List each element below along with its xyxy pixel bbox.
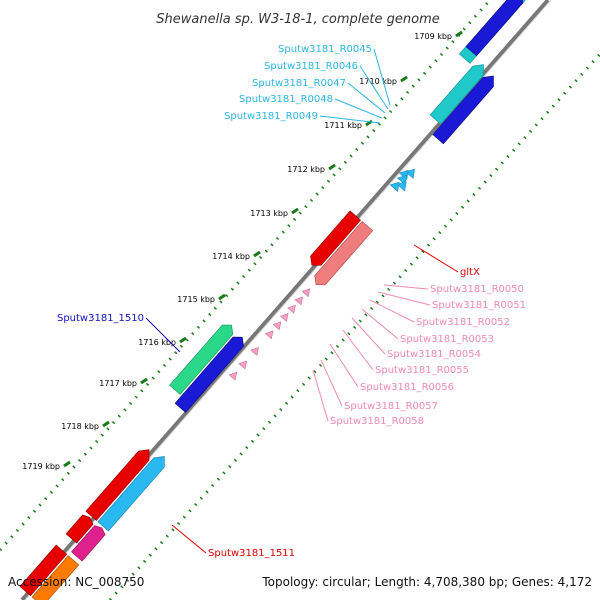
kbp-label: 1715 kbp [177, 295, 215, 304]
trna-pink-arrow[interactable] [280, 311, 292, 322]
feature-track [19, 0, 550, 600]
gene-label-pink: Sputw3181_R0054 [387, 349, 481, 360]
gene-blue-top-1[interactable] [465, 0, 528, 57]
gene-orange[interactable] [31, 555, 80, 600]
gene-magenta[interactable] [71, 523, 108, 562]
gene-green[interactable] [169, 320, 237, 395]
kbp-labels: 1709 kbp 1710 kbp 1711 kbp 1712 kbp 1713 kbp… [22, 32, 452, 471]
gene-label-cyan-leader [334, 98, 383, 119]
trna-pink-arrow[interactable] [264, 328, 276, 340]
gene-cyan-top-2[interactable] [429, 60, 489, 125]
gene-label-pink-leader [361, 308, 399, 340]
inner-tick-ring [108, 52, 600, 600]
kbp-tick [63, 460, 71, 468]
gene-label-cyan: Sputw3181_R0046 [264, 61, 358, 72]
gene-label-pink-leader [351, 317, 386, 355]
trna-cyan-group [389, 168, 415, 192]
gene-label-pink: Sputw3181_R0057 [344, 401, 438, 412]
kbp-label: 1716 kbp [138, 338, 176, 347]
kbp-label: 1717 kbp [99, 379, 137, 388]
gene-label-cyan-leader [359, 65, 389, 110]
gene-label-pink-leader [369, 299, 415, 323]
gene-label-cyan: Sputw3181_R0047 [252, 78, 346, 89]
gene-labels: Sputw3181_R0045 Sputw3181_R0046 Sputw3181_… [57, 44, 526, 559]
gene-label-pink: Sputw3181_R0051 [432, 300, 526, 311]
gene-label-pink-leader [320, 359, 343, 407]
gene-red-bottom-2[interactable] [65, 513, 95, 544]
gene-label-pink: Sputw3181_R0055 [375, 365, 469, 376]
gene-label-pink-leader [329, 343, 359, 388]
outer-tick-ring [0, 0, 492, 551]
gene-label-cyan-leader [373, 48, 391, 106]
map-title: Shewanella sp. W3-18-1, complete genome [156, 12, 439, 27]
gene-label-pink-leader [383, 284, 429, 290]
gene-label-1511-leader [171, 524, 207, 554]
gene-label-cyan: Sputw3181_R0049 [224, 111, 318, 122]
gene-label-pink-leader [312, 369, 329, 422]
gene-red-bottom-1[interactable] [85, 445, 154, 521]
gene-label-1510: Sputw3181_1510 [57, 313, 144, 324]
trna-cyan-arrow[interactable] [389, 179, 403, 192]
gene-label-cyan: Sputw3181_R0048 [239, 94, 333, 105]
gene-blue-top-2[interactable] [432, 71, 499, 145]
accession-text: Accession: NC_008750 [8, 575, 144, 589]
gene-label-cyan: Sputw3181_R0045 [278, 44, 372, 55]
kbp-label: 1709 kbp [414, 32, 452, 41]
gene-label-1510-leader [145, 317, 181, 353]
kbp-label: 1713 kbp [250, 209, 288, 218]
gene-label-pink: Sputw3181_R0056 [360, 382, 454, 393]
kbp-tick [218, 293, 226, 301]
gene-label-pink: Sputw3181_R0053 [400, 334, 494, 345]
gene-label-cyan-leader [347, 82, 386, 114]
gene-label-pink: Sputw3181_R0050 [430, 284, 524, 295]
gene-label-pink: Sputw3181_R0058 [330, 416, 424, 427]
gene-gltX[interactable] [311, 221, 374, 289]
kbp-label: 1711 kbp [324, 121, 362, 130]
gene-red-upper[interactable] [307, 210, 362, 270]
kbp-tick [253, 250, 261, 258]
trna-pink-arrow[interactable] [228, 370, 240, 381]
gene-sky-bottom[interactable] [97, 452, 170, 532]
gene-label-gltX-leader [413, 244, 459, 273]
trna-pink-arrow[interactable] [238, 358, 250, 370]
kbp-label: 1710 kbp [359, 77, 397, 86]
gene-label-cyan-leader [319, 115, 381, 124]
gene-label-pink-leader [377, 291, 431, 306]
kbp-label: 1719 kbp [22, 462, 60, 471]
kbp-tick [400, 75, 408, 83]
gene-label-gltX: gltX [460, 267, 480, 278]
kbp-tick [102, 420, 110, 428]
kbp-label: 1712 kbp [287, 165, 325, 174]
trna-pink-arrow[interactable] [301, 286, 313, 298]
gene-red-bottom-3[interactable] [19, 544, 68, 597]
trna-cyan-arrow[interactable] [396, 178, 410, 192]
topology-text: Topology: circular; Length: 4,708,380 bp… [261, 575, 592, 589]
kbp-label: 1718 kbp [61, 422, 99, 431]
gene-label-pink: Sputw3181_R0052 [416, 317, 510, 328]
kbp-tick [179, 336, 187, 344]
gene-label-1511: Sputw3181_1511 [208, 548, 295, 559]
trna-pink-arrow[interactable] [287, 303, 299, 314]
trna-pink-arrow[interactable] [272, 319, 284, 331]
major-ticks [63, 30, 463, 468]
gene-blue-1510[interactable] [174, 333, 247, 413]
gene-label-pink-leader [342, 329, 374, 371]
kbp-tick [455, 30, 463, 38]
kbp-tick [140, 377, 148, 385]
trna-pink-arrow[interactable] [250, 345, 262, 356]
trna-pink-group [228, 286, 313, 381]
trna-pink-arrow[interactable] [294, 294, 306, 306]
kbp-tick [328, 163, 336, 171]
kbp-tick [291, 207, 299, 215]
kbp-label: 1714 kbp [212, 252, 250, 261]
